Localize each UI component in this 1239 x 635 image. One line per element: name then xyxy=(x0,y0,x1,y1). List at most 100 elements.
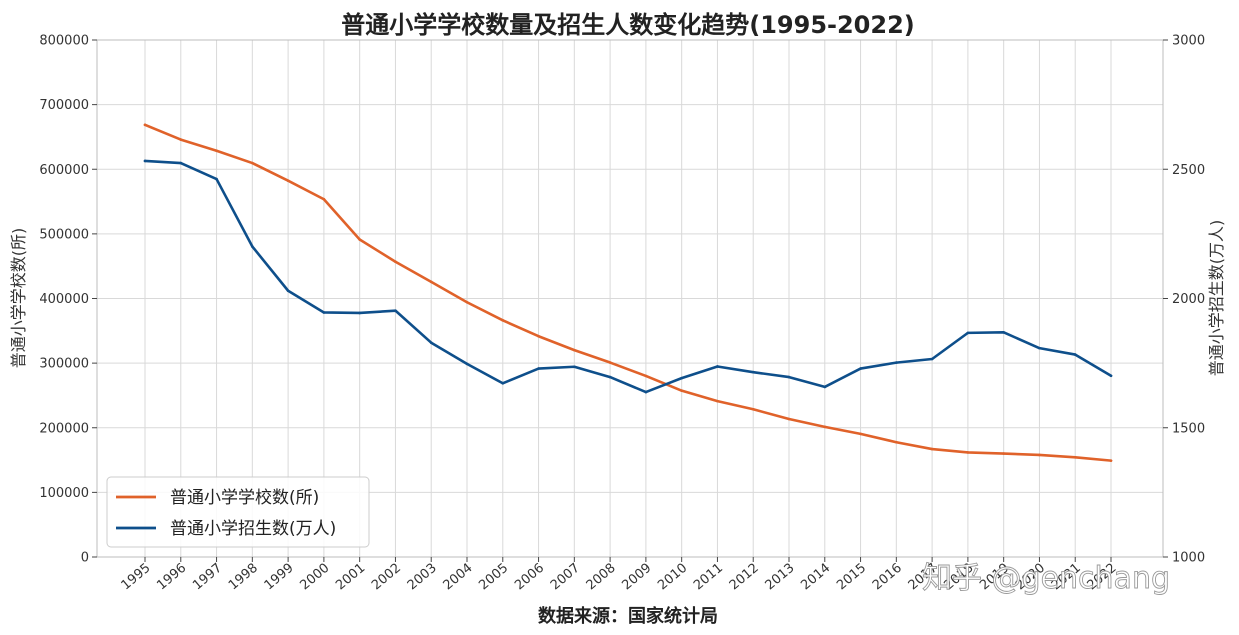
data-point-series-1 xyxy=(787,417,791,421)
data-point-series-1 xyxy=(716,399,719,403)
x-tick-label: 1997 xyxy=(190,561,225,594)
right-tick-label: 2000 xyxy=(1172,292,1205,307)
data-point-series-2 xyxy=(1109,374,1113,378)
data-point-series-1 xyxy=(465,300,469,304)
right-tick-label: 1000 xyxy=(1172,551,1205,566)
data-point-series-1 xyxy=(573,348,576,352)
data-point-series-1 xyxy=(215,149,218,153)
data-point-series-1 xyxy=(966,451,970,454)
data-point-series-2 xyxy=(215,177,218,181)
x-tick-label: 2009 xyxy=(619,561,654,594)
x-tick-label: 2005 xyxy=(476,561,511,594)
legend: 普通小学学校数(所) 普通小学招生数(万人) xyxy=(106,476,370,548)
data-point-series-2 xyxy=(573,365,576,369)
watermark: 知乎 @genchang xyxy=(922,561,1170,596)
x-tick-label: 2011 xyxy=(691,561,726,594)
data-point-series-2 xyxy=(823,385,827,389)
data-point-series-1 xyxy=(537,334,540,338)
left-tick-label: 600000 xyxy=(39,163,89,178)
series-line-2 xyxy=(143,159,1113,394)
data-point-series-2 xyxy=(608,375,612,379)
data-point-series-2 xyxy=(358,311,361,315)
legend-label: 普通小学招生数(万人) xyxy=(170,519,336,539)
x-tick-label: 2008 xyxy=(584,561,619,594)
data-point-series-1 xyxy=(251,161,254,165)
data-point-series-2 xyxy=(644,390,648,394)
data-point-series-2 xyxy=(751,370,755,374)
data-point-series-1 xyxy=(1002,452,1005,455)
data-point-series-2 xyxy=(787,375,791,379)
data-point-series-2 xyxy=(179,161,183,165)
data-point-series-2 xyxy=(501,381,505,385)
left-tick-label: 700000 xyxy=(39,98,89,113)
data-point-series-2 xyxy=(429,341,433,345)
data-point-series-1 xyxy=(358,238,361,241)
data-point-series-2 xyxy=(895,361,898,364)
data-point-series-1 xyxy=(1073,455,1077,459)
data-point-series-2 xyxy=(930,357,934,361)
x-tick-label: 2012 xyxy=(727,561,762,594)
x-tick-label: 2015 xyxy=(834,561,869,594)
data-point-series-1 xyxy=(751,407,755,411)
x-tick-label: 2010 xyxy=(655,561,690,594)
data-point-series-1 xyxy=(823,425,827,429)
right-tick-label: 1500 xyxy=(1172,421,1205,436)
data-point-series-2 xyxy=(286,289,290,293)
x-axis-title: 数据来源：国家统计局 xyxy=(538,605,718,627)
data-point-series-2 xyxy=(1002,331,1005,334)
data-point-series-2 xyxy=(465,362,469,366)
data-point-series-2 xyxy=(680,376,683,380)
left-tick-label: 200000 xyxy=(39,421,89,436)
series-layer xyxy=(143,123,1113,462)
right-axis-title: 普通小学招生数(万人) xyxy=(1207,220,1226,377)
x-tick-label: 2007 xyxy=(548,561,583,594)
right-tick-label: 3000 xyxy=(1172,34,1205,49)
data-point-series-2 xyxy=(1038,346,1041,350)
data-point-series-1 xyxy=(1038,453,1041,457)
series-line-1 xyxy=(143,123,1113,462)
legend-label: 普通小学学校数(所) xyxy=(170,488,319,508)
x-tick-label: 2000 xyxy=(297,561,332,594)
x-tick-label: 2006 xyxy=(512,561,547,594)
data-point-series-1 xyxy=(608,361,612,364)
left-axis-ticks: 0 100000 200000 300000 400000 500000 600000 700… xyxy=(39,34,97,566)
x-tick-label: 1998 xyxy=(226,561,261,594)
data-point-series-1 xyxy=(394,260,397,264)
data-point-series-2 xyxy=(251,245,254,248)
left-tick-label: 300000 xyxy=(39,357,89,372)
data-point-series-1 xyxy=(1109,459,1113,462)
data-point-series-2 xyxy=(322,311,326,314)
x-tick-label: 2014 xyxy=(798,561,833,594)
x-tick-label: 1996 xyxy=(154,561,189,594)
left-tick-label: 100000 xyxy=(39,486,89,501)
grid-lines xyxy=(97,39,1163,558)
data-point-series-1 xyxy=(680,389,683,392)
right-axis-ticks: 1000 1500 2000 2500 3000 xyxy=(1163,34,1205,566)
x-tick-label: 1999 xyxy=(262,561,297,594)
x-tick-label: 2002 xyxy=(369,561,404,594)
chart-title: 普通小学学校数量及招生人数变化趋势(1995-2022) xyxy=(341,11,915,39)
right-tick-label: 2500 xyxy=(1172,163,1205,178)
left-tick-label: 500000 xyxy=(39,227,89,242)
x-tick-label: 1995 xyxy=(119,561,154,594)
data-point-series-2 xyxy=(143,159,147,163)
data-point-series-1 xyxy=(501,319,505,322)
data-point-series-1 xyxy=(930,447,934,451)
data-point-series-1 xyxy=(143,123,147,127)
x-tick-label: 2016 xyxy=(870,561,905,594)
data-point-series-1 xyxy=(429,280,433,284)
data-point-series-2 xyxy=(859,367,862,370)
data-point-series-1 xyxy=(179,138,183,141)
data-point-series-1 xyxy=(895,440,898,444)
left-axis-title: 普通小学学校数(所) xyxy=(9,228,28,369)
data-point-series-1 xyxy=(286,179,290,182)
data-point-series-1 xyxy=(322,197,326,201)
x-tick-label: 2003 xyxy=(405,561,440,594)
data-point-series-2 xyxy=(966,331,970,335)
data-point-series-2 xyxy=(537,367,540,370)
x-tick-label: 2013 xyxy=(763,561,798,594)
data-point-series-2 xyxy=(1073,353,1077,356)
left-tick-label: 400000 xyxy=(39,292,89,307)
